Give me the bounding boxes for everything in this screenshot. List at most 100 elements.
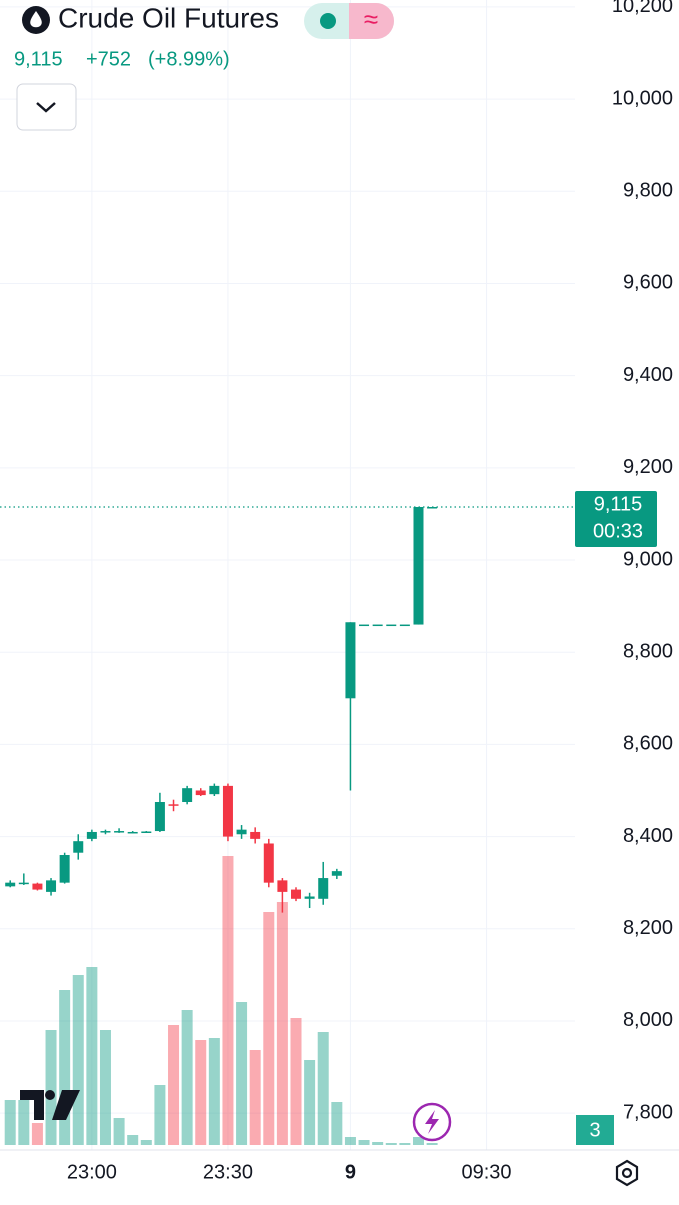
candle-body <box>372 624 383 627</box>
volume-bar <box>31 1123 43 1145</box>
volume-bar <box>181 1010 193 1145</box>
candle-body <box>86 831 97 839</box>
volume-bar <box>304 1060 316 1145</box>
y-tick-label: 9,800 <box>623 180 673 202</box>
y-tick-label: 9,400 <box>623 364 673 386</box>
candle-body <box>236 829 247 835</box>
y-tick-label: 8,800 <box>623 640 673 662</box>
volume-bar <box>140 1140 152 1145</box>
volume-bar <box>113 1118 125 1145</box>
grid <box>0 0 575 1150</box>
candle-body <box>114 831 125 833</box>
candle-body <box>291 889 302 899</box>
volume-bar <box>249 1050 261 1145</box>
candle-body <box>359 624 370 627</box>
volume-bar <box>317 1032 329 1145</box>
volume-bar <box>222 856 234 1145</box>
volume-bar <box>344 1137 356 1145</box>
volume-bar <box>236 1002 248 1145</box>
volume-bar <box>372 1142 384 1145</box>
candle-body <box>100 831 111 833</box>
lightning-icon <box>425 1110 439 1134</box>
y-tick-label: 8,400 <box>623 825 673 847</box>
volume-bar <box>399 1143 411 1145</box>
y-tick-label: 9,200 <box>623 456 673 478</box>
y-tick-label: 9,000 <box>623 548 673 570</box>
market-open-dot <box>320 13 336 29</box>
candle-body <box>250 831 261 839</box>
volume-bar <box>412 1137 424 1145</box>
settings-button[interactable] <box>615 1159 639 1187</box>
volume-bar <box>154 1085 166 1145</box>
volume-bar <box>99 1030 111 1145</box>
dropdown-button[interactable] <box>16 83 77 131</box>
axes: 7,800 8,000 8,200 8,400 8,600 8,800 9,000 9,200… <box>0 0 673 1183</box>
volume-bar <box>263 912 275 1145</box>
countdown: 00:33 <box>593 520 643 542</box>
candle-body <box>413 507 424 625</box>
candle-body <box>263 843 274 883</box>
volume-bar <box>208 1038 220 1145</box>
candle-body <box>73 841 84 853</box>
chevron <box>36 102 56 113</box>
y-tick-label: 8,600 <box>623 733 673 755</box>
volume-bar <box>59 990 71 1145</box>
x-tick-label: 9 <box>345 1161 356 1183</box>
candle-body <box>399 624 410 627</box>
change-percent: (+8.99%) <box>148 48 230 70</box>
candle-body <box>331 871 342 876</box>
candle-body <box>5 882 16 887</box>
candle-layer <box>5 507 438 913</box>
volume-bar <box>195 1040 207 1145</box>
volume-bar <box>18 1100 30 1145</box>
badge <box>576 1115 614 1145</box>
y-tick-label: 8,000 <box>623 1009 673 1031</box>
candle-body <box>154 802 165 832</box>
last-price-label: 9,115 <box>594 493 643 515</box>
volume-bar <box>385 1143 397 1145</box>
volume-bar <box>276 902 288 1145</box>
volume-bar <box>290 1018 302 1145</box>
x-tick-label: 23:00 <box>67 1161 117 1183</box>
change: +752 <box>86 48 131 70</box>
candle-body <box>141 831 152 834</box>
y-tick-label: 9,600 <box>623 272 673 294</box>
volume-bar <box>168 1025 180 1145</box>
candle-body <box>304 896 315 899</box>
y-tick-label: 8,200 <box>623 917 673 939</box>
status-pill-right <box>349 3 394 39</box>
candle-body <box>386 624 397 627</box>
volume-bar <box>86 967 98 1145</box>
y-tick-label: 10,200 <box>612 0 673 17</box>
candle-body <box>195 790 206 796</box>
candle-body <box>59 855 70 883</box>
candle-body <box>318 878 329 899</box>
candle-body <box>46 880 57 892</box>
last-price: 9,115 <box>14 48 63 70</box>
candle-body <box>127 831 138 834</box>
volume-layer <box>4 856 438 1145</box>
drop-icon <box>30 11 42 28</box>
volume-bar <box>72 975 84 1145</box>
badge-label: 3 <box>589 1119 600 1141</box>
tv-logo[interactable] <box>20 1090 80 1120</box>
symbol-title[interactable]: Crude Oil Futures <box>58 2 279 33</box>
volume-bar <box>4 1100 16 1145</box>
candle-body <box>209 785 220 795</box>
y-tick-label: 7,800 <box>623 1101 673 1123</box>
candle-body <box>182 788 193 803</box>
candle-body <box>427 507 438 509</box>
x-tick-label: 09:30 <box>462 1161 512 1183</box>
volume-bar <box>331 1102 343 1145</box>
x-tick-label: 23:30 <box>203 1161 253 1183</box>
volume-bar <box>45 1030 57 1145</box>
settings-icon <box>621 1167 633 1179</box>
delay-icon: ≈ <box>364 4 378 34</box>
last-price-box <box>575 491 657 548</box>
y-tick-label: 10,000 <box>612 87 673 109</box>
candle-body <box>277 880 288 892</box>
volume-bar <box>358 1140 370 1145</box>
volume-bar <box>426 1143 438 1145</box>
